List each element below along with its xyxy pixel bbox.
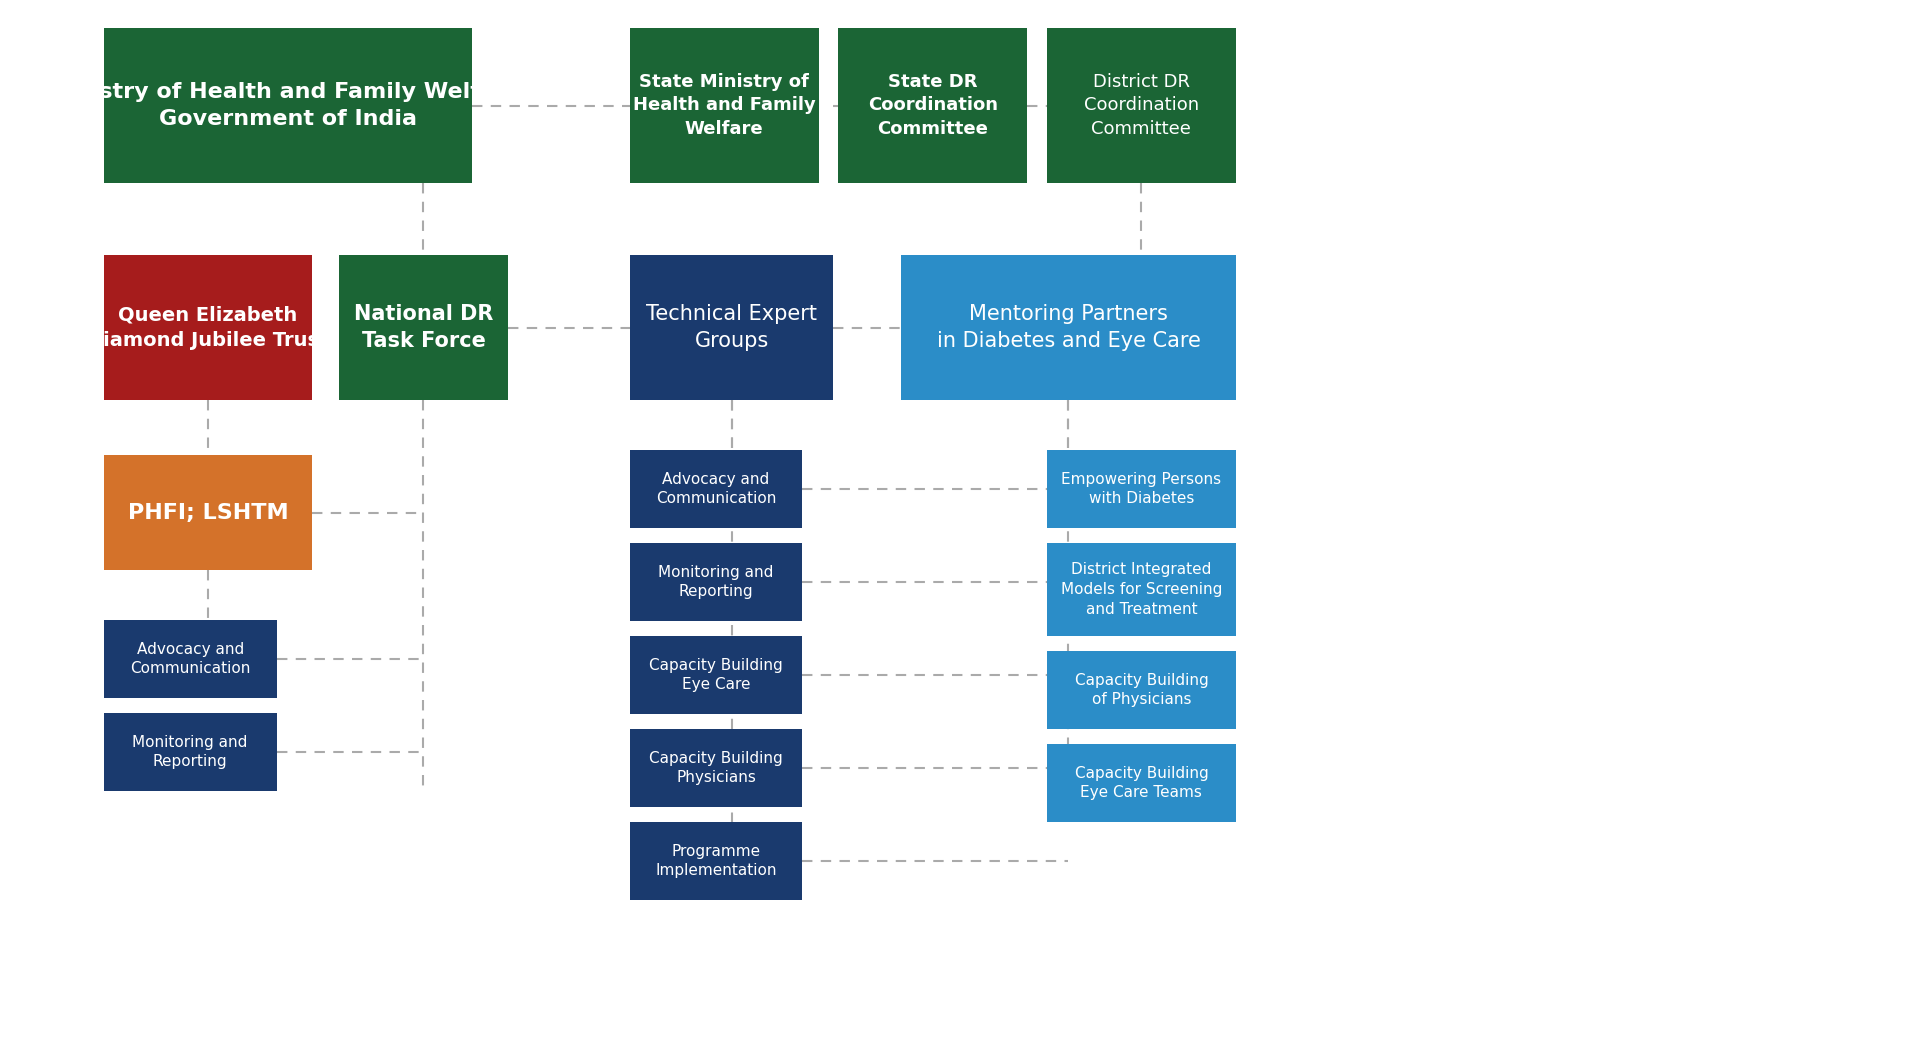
Text: Programme
Implementation: Programme Implementation	[655, 843, 778, 878]
Text: Capacity Building
of Physicians: Capacity Building of Physicians	[1075, 672, 1208, 707]
FancyBboxPatch shape	[338, 255, 509, 401]
Text: District Integrated
Models for Screening
and Treatment: District Integrated Models for Screening…	[1060, 562, 1223, 617]
FancyBboxPatch shape	[630, 255, 833, 401]
FancyBboxPatch shape	[630, 822, 803, 900]
Text: National DR
Task Force: National DR Task Force	[353, 305, 493, 351]
Text: Capacity Building
Physicians: Capacity Building Physicians	[649, 750, 783, 785]
Text: State DR
Coordination
Committee: State DR Coordination Committee	[868, 73, 998, 138]
Text: PHFI; LSHTM: PHFI; LSHTM	[129, 503, 288, 523]
Text: Advocacy and
Communication: Advocacy and Communication	[131, 642, 250, 677]
FancyBboxPatch shape	[1046, 28, 1236, 183]
FancyBboxPatch shape	[104, 28, 472, 183]
FancyBboxPatch shape	[900, 255, 1236, 401]
FancyBboxPatch shape	[630, 450, 803, 528]
Text: State Ministry of
Health and Family
Welfare: State Ministry of Health and Family Welf…	[634, 73, 816, 138]
FancyBboxPatch shape	[104, 255, 313, 401]
FancyBboxPatch shape	[104, 455, 313, 570]
FancyBboxPatch shape	[630, 28, 818, 183]
Text: Capacity Building
Eye Care Teams: Capacity Building Eye Care Teams	[1075, 765, 1208, 800]
FancyBboxPatch shape	[839, 28, 1027, 183]
FancyBboxPatch shape	[1046, 543, 1236, 636]
Text: Ministry of Health and Family Welfare,
Government of India: Ministry of Health and Family Welfare, G…	[46, 82, 530, 129]
Text: Queen Elizabeth
Diamond Jubilee Trust: Queen Elizabeth Diamond Jubilee Trust	[88, 306, 328, 350]
FancyBboxPatch shape	[630, 636, 803, 714]
Text: Monitoring and
Reporting: Monitoring and Reporting	[132, 735, 248, 769]
Text: Monitoring and
Reporting: Monitoring and Reporting	[659, 565, 774, 600]
FancyBboxPatch shape	[104, 620, 276, 698]
FancyBboxPatch shape	[630, 543, 803, 621]
Text: Advocacy and
Communication: Advocacy and Communication	[657, 471, 776, 506]
Text: Capacity Building
Eye Care: Capacity Building Eye Care	[649, 658, 783, 692]
FancyBboxPatch shape	[1046, 450, 1236, 528]
Text: Mentoring Partners
in Diabetes and Eye Care: Mentoring Partners in Diabetes and Eye C…	[937, 305, 1200, 351]
Text: District DR
Coordination
Committee: District DR Coordination Committee	[1085, 73, 1198, 138]
FancyBboxPatch shape	[1046, 651, 1236, 729]
Text: Empowering Persons
with Diabetes: Empowering Persons with Diabetes	[1062, 471, 1221, 506]
Text: Technical Expert
Groups: Technical Expert Groups	[645, 305, 818, 351]
FancyBboxPatch shape	[104, 713, 276, 790]
FancyBboxPatch shape	[1046, 744, 1236, 822]
FancyBboxPatch shape	[630, 729, 803, 807]
